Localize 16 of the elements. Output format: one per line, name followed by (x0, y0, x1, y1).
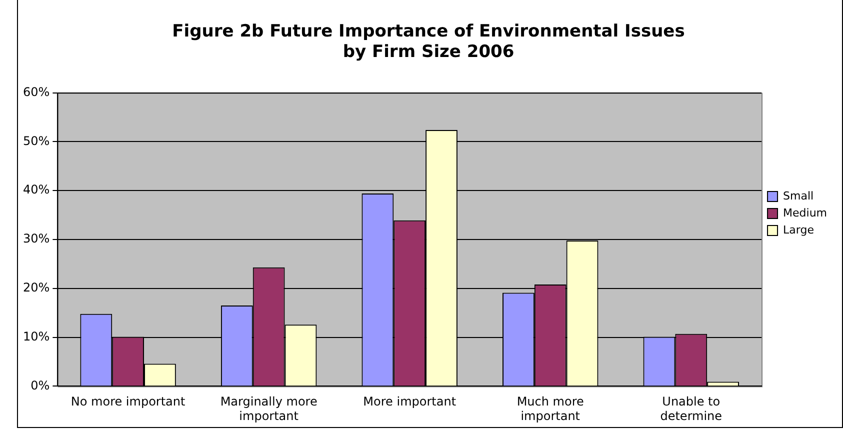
y-tick-label: 30% (23, 232, 50, 246)
x-tick-label: Unable to determine (660, 394, 722, 423)
legend-label: Large (783, 223, 814, 236)
y-tick-label: 20% (23, 280, 50, 295)
y-tick-label: 0% (30, 378, 50, 392)
x-tick-label: More important (363, 394, 456, 409)
y-tick-label: 40% (23, 182, 50, 197)
x-tick-label: No more important (70, 394, 186, 409)
legend-label: Small (783, 189, 814, 202)
legend-label: Medium (783, 206, 827, 220)
x-tick-label: Much more important (516, 394, 584, 423)
chart-title: Figure 2b Future Importance of Environmental Issues by Firm Size 2006 (172, 22, 685, 62)
y-tick-label: 60% (23, 84, 50, 99)
x-tick-label: Marginally more important (220, 394, 318, 423)
y-tick-label: 10% (23, 329, 50, 344)
y-tick-label: 50% (23, 134, 50, 148)
